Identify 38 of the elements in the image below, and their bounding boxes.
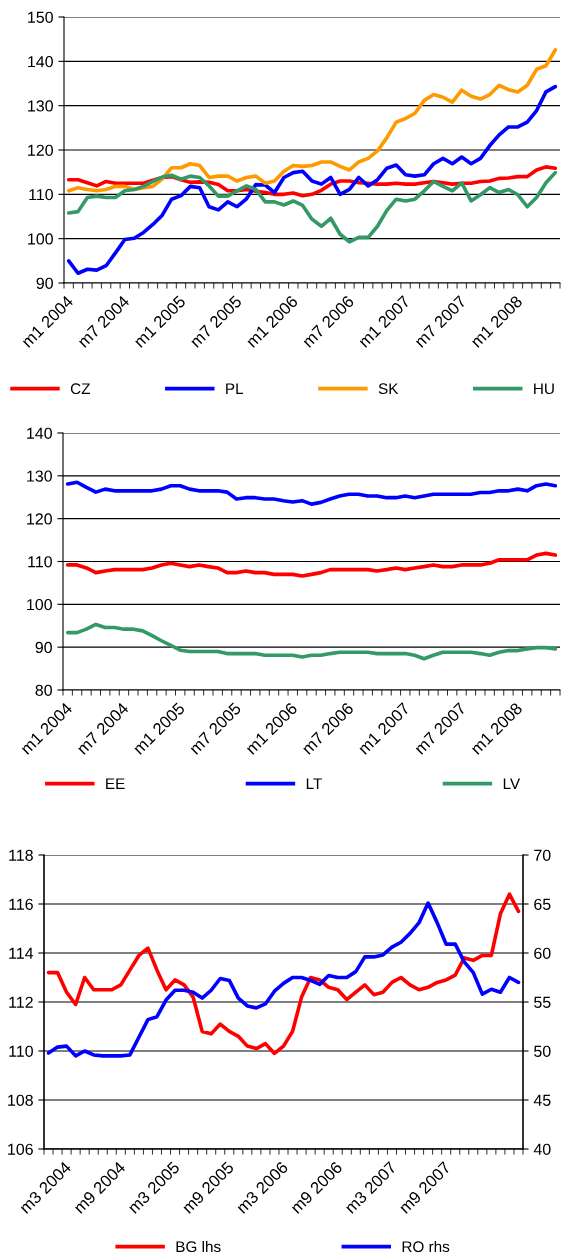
legend-label: SK	[378, 383, 399, 395]
y2-tick-label: 45	[533, 1094, 551, 1106]
y-tick-label: 130	[27, 470, 52, 482]
y-tick-label: 120	[27, 513, 52, 525]
legend-label: LT	[306, 778, 322, 789]
legend-label: CZ	[70, 383, 90, 395]
y-tick-label: 150	[28, 11, 53, 23]
y-tick-label: 90	[35, 641, 52, 654]
y-tick-label: 120	[28, 144, 53, 156]
y-tick-label: 108	[8, 1094, 33, 1106]
y-tick-label: 112	[9, 996, 33, 1008]
y-tick-label: 114	[9, 947, 34, 959]
y-tick-label: 140	[27, 427, 52, 439]
y2-tick-label: 65	[534, 898, 551, 910]
legend-label: PL	[226, 383, 244, 394]
y-tick-label: 90	[36, 277, 53, 289]
y-tick-label: 100	[28, 233, 53, 245]
legend-label: RO rhs	[402, 1240, 450, 1253]
y-tick-label: 106	[8, 1143, 33, 1155]
y-tick-label: 80	[35, 684, 52, 696]
y-tick-label: 140	[28, 55, 53, 68]
y-tick-label: 118	[9, 849, 33, 861]
y-tick-label: 110	[9, 1045, 33, 1057]
y-tick-label: 130	[28, 100, 53, 112]
y-tick-label: 110	[28, 556, 52, 568]
legend-label: BG lhs	[176, 1240, 221, 1253]
line-series	[65, 480, 558, 506]
legend-label: EE	[106, 778, 125, 789]
y2-tick-label: 55	[534, 996, 551, 1008]
legend-label: HU	[534, 383, 554, 395]
y2-tick-label: 60	[534, 947, 551, 959]
y-tick-label: 110	[29, 188, 53, 201]
legend-label: LV	[503, 778, 521, 789]
y2-tick-label: 40	[533, 1143, 551, 1155]
y2-tick-label: 50	[534, 1045, 551, 1057]
y-tick-label: 116	[9, 898, 33, 910]
y-tick-label: 100	[27, 598, 52, 611]
y2-tick-label: 70	[534, 849, 551, 861]
